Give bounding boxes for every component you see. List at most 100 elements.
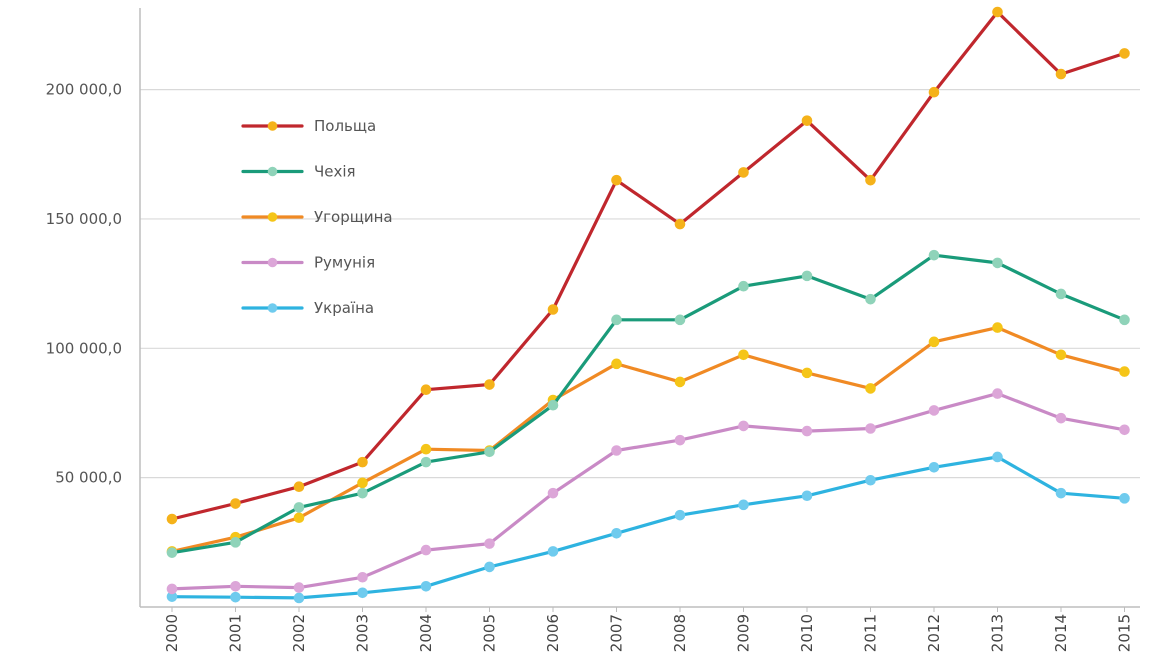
data-point: [865, 174, 876, 186]
data-point: [992, 6, 1003, 18]
data-point: [1055, 412, 1067, 424]
data-point: [674, 314, 686, 326]
data-point: [1055, 349, 1067, 361]
x-tick-label: 2010: [798, 614, 816, 652]
data-point: [801, 490, 813, 502]
data-point: [420, 456, 432, 468]
series-group: [166, 6, 1130, 604]
series-4: [166, 451, 1130, 604]
legend-item: Чехія: [241, 163, 356, 181]
series-1: [166, 249, 1130, 558]
data-point: [992, 451, 1003, 463]
legend-item: Україна: [241, 299, 374, 317]
series-0: [166, 6, 1130, 525]
legend-swatch-marker: [267, 257, 278, 268]
data-point: [166, 513, 178, 525]
data-point: [865, 293, 876, 305]
y-tick-label: 50 000,0: [55, 469, 122, 487]
data-point: [928, 249, 940, 261]
x-tick-label: 2013: [989, 614, 1007, 652]
series-line: [170, 326, 1127, 554]
legend-label: Чехія: [314, 163, 356, 181]
data-point: [293, 512, 305, 524]
legend-label: Польща: [314, 117, 376, 135]
x-tick-label: 2000: [163, 614, 181, 652]
data-point: [674, 376, 686, 388]
x-tick-label: 2014: [1052, 614, 1070, 652]
series-3: [166, 388, 1130, 595]
legend-swatch-marker: [267, 303, 278, 313]
data-point: [738, 420, 749, 432]
x-tick-label: 2009: [735, 614, 753, 652]
x-tick-label: 2002: [290, 614, 308, 652]
data-point: [611, 314, 622, 326]
data-point: [230, 498, 241, 509]
x-tick-label: 2011: [862, 614, 880, 652]
data-point: [484, 561, 495, 573]
data-point: [1119, 314, 1130, 326]
data-point: [293, 481, 305, 493]
x-tick-label: 2008: [671, 614, 689, 652]
data-point: [992, 388, 1003, 399]
data-point: [230, 591, 241, 603]
data-point: [420, 443, 432, 455]
data-point: [1119, 366, 1130, 377]
legend-label: Україна: [314, 299, 374, 317]
x-tick-label: 2003: [354, 614, 372, 652]
data-point: [992, 322, 1003, 333]
x-tick-label: 2012: [925, 614, 943, 652]
data-point: [611, 174, 622, 186]
data-point: [230, 581, 241, 592]
data-point: [801, 115, 813, 126]
data-point: [293, 502, 305, 513]
data-point: [738, 167, 749, 178]
data-point: [420, 581, 432, 592]
data-point: [1119, 424, 1130, 436]
x-tick-label: 2015: [1116, 614, 1134, 652]
data-point: [928, 462, 940, 473]
data-point: [357, 571, 368, 583]
data-point: [674, 509, 686, 521]
data-point: [1119, 493, 1130, 504]
legend-swatch-marker: [267, 166, 278, 177]
data-point: [674, 434, 686, 446]
data-point: [1119, 48, 1130, 59]
data-point: [420, 544, 432, 556]
data-point: [484, 446, 495, 458]
data-point: [484, 379, 495, 390]
series-line: [170, 10, 1127, 521]
data-point: [357, 456, 368, 468]
data-point: [547, 546, 559, 557]
data-point: [484, 538, 495, 549]
series-line: [170, 455, 1127, 600]
series-line: [170, 253, 1127, 555]
legend-item: Польща: [241, 117, 376, 135]
data-point: [865, 383, 876, 394]
data-point: [547, 399, 559, 411]
data-point: [611, 445, 622, 456]
data-point: [357, 587, 368, 599]
data-point: [1055, 288, 1067, 300]
data-point: [1055, 68, 1067, 80]
data-point: [547, 304, 559, 315]
data-point: [738, 499, 749, 511]
data-point: [801, 367, 813, 379]
legend-item: Румунія: [241, 254, 375, 272]
data-point: [928, 86, 940, 98]
x-tick-label: 2005: [481, 614, 499, 652]
data-point: [801, 425, 813, 437]
data-point: [611, 358, 622, 370]
legend-item: Угорщина: [241, 208, 393, 226]
x-tick-label: 2004: [417, 614, 435, 652]
data-point: [611, 527, 622, 539]
data-point: [801, 270, 813, 282]
legend-swatch-marker: [267, 212, 278, 222]
data-point: [928, 405, 940, 416]
legend: Польща Чехія Угорщина Румунія Україна: [241, 117, 393, 317]
axes: 50 000,0 100 000,0 150 000,0 200 000,0 2000 2…: [46, 8, 1140, 652]
data-point: [738, 349, 749, 361]
series-line: [170, 392, 1127, 591]
data-point: [420, 384, 432, 395]
data-point: [674, 218, 686, 230]
data-point: [166, 583, 178, 595]
